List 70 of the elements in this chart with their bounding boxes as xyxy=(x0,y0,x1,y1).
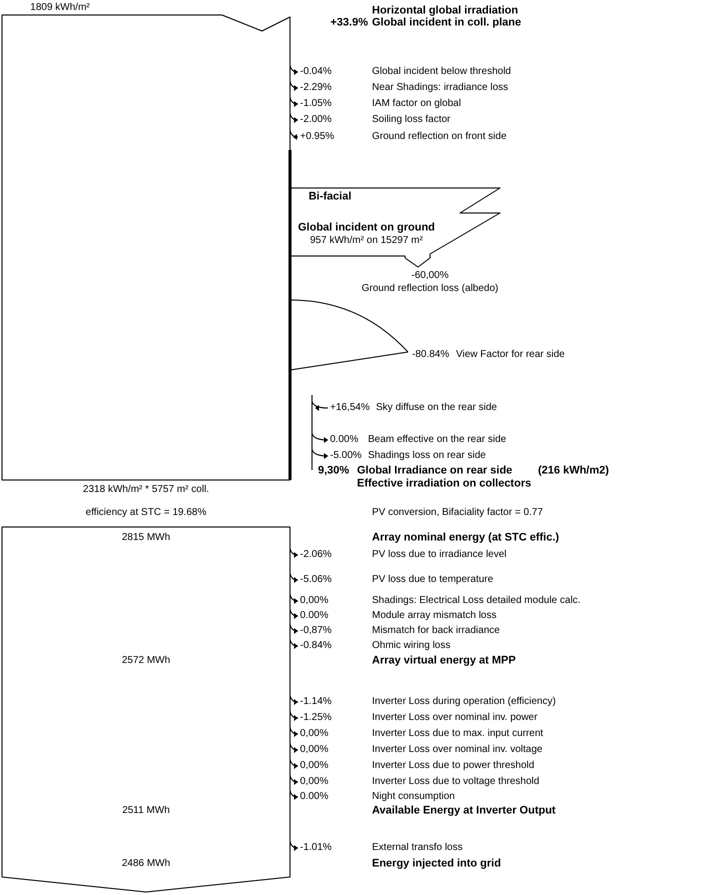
category-label: Available Energy at Inverter Output xyxy=(372,804,556,816)
data-label: 0,00% xyxy=(300,728,328,739)
data-label: -1.25% xyxy=(300,712,332,723)
category-label: Global incident in coll. plane xyxy=(372,16,522,28)
category-label: Global incident on ground xyxy=(298,222,435,234)
data-label: -5.00% xyxy=(330,450,362,461)
text: PV conversion, Bifaciality factor = 0.77 xyxy=(372,507,543,518)
data-label: -60,00% xyxy=(411,270,449,281)
category-label: Inverter Loss due to voltage threshold xyxy=(372,776,540,787)
category-label: Horizontal global irradiation xyxy=(372,4,518,16)
category-label: PV loss due to irradiance level xyxy=(372,549,507,560)
category-label: Inverter Loss over nominal inv. power xyxy=(372,712,538,723)
category-label: Inverter Loss during operation (efficiency) xyxy=(372,696,556,707)
data-label: -2.29% xyxy=(300,82,332,93)
text: (216 kWh/m2) xyxy=(538,464,609,476)
text: 2572 MWh xyxy=(122,655,170,666)
category-label: Global incident below threshold xyxy=(372,66,511,77)
data-label: 0,00% xyxy=(300,744,328,755)
category-label: PV loss due to temperature xyxy=(372,574,494,585)
text: 1809 kWh/m² xyxy=(30,2,90,13)
data-label: 0.00% xyxy=(330,434,358,445)
category-label: Beam effective on the rear side xyxy=(368,434,506,445)
data-label: -80.84% xyxy=(412,349,450,360)
data-label: 0,00% xyxy=(300,760,328,771)
data-label: -2.06% xyxy=(300,549,332,560)
text: 957 kWh/m² on 15297 m² xyxy=(310,235,423,246)
data-label: 0.00% xyxy=(300,610,328,621)
category-label: Ground reflection on front side xyxy=(372,131,507,142)
category-label: Soiling loss factor xyxy=(372,114,450,125)
category-label: Shadings: Electrical Loss detailed module calc. xyxy=(372,595,580,606)
data-label: -1.01% xyxy=(300,842,332,853)
category-label: View Factor for rear side xyxy=(456,349,565,360)
category-label: Mismatch for back irradiance xyxy=(372,625,500,636)
data-label: -0.04% xyxy=(300,66,332,77)
category-label: Inverter Loss over nominal inv. voltage xyxy=(372,744,542,755)
data-label: +33.9% xyxy=(330,16,368,28)
data-label: +16,54% xyxy=(330,402,370,413)
category-label: IAM factor on global xyxy=(372,98,461,109)
category-label: Inverter Loss due to power threshold xyxy=(372,760,534,771)
category-label: Ground reflection loss (albedo) xyxy=(362,283,498,294)
category-label: Effective irradiation on collectors xyxy=(357,478,532,490)
category-label: External transfo loss xyxy=(372,842,463,853)
data-label: -5.06% xyxy=(300,574,332,585)
category-label: Array nominal energy (at STC effic.) xyxy=(372,532,560,544)
category-label: Module array mismatch loss xyxy=(372,610,496,621)
data-label: 9,30% xyxy=(318,464,350,476)
text: 2318 kWh/m² * 5757 m² coll. xyxy=(82,484,210,495)
category-label: Global Irradiance on rear side xyxy=(357,464,512,476)
data-label: 0,00% xyxy=(300,595,328,606)
text: 2815 MWh xyxy=(122,532,170,543)
category-label: Shadings loss on rear side xyxy=(368,450,486,461)
category-label: Inverter Loss due to max. input current xyxy=(372,728,544,739)
data-label: 0,00% xyxy=(300,776,328,787)
category-label: Sky diffuse on the rear side xyxy=(376,402,497,413)
category-label: Ohmic wiring loss xyxy=(372,640,450,651)
text: Bi-facial xyxy=(308,190,352,202)
data-label: -0.84% xyxy=(300,640,332,651)
data-label: -1.05% xyxy=(300,98,332,109)
text: 2486 MWh xyxy=(122,858,170,869)
data-label: +0.95% xyxy=(300,131,334,142)
category-label: Energy injected into grid xyxy=(372,858,501,870)
data-label: -2.00% xyxy=(300,114,332,125)
category-label: Night consumption xyxy=(372,791,455,802)
text: 2511 MWh xyxy=(122,805,170,816)
data-label: -0,87% xyxy=(300,625,332,636)
data-label: -1.14% xyxy=(300,696,332,707)
category-label: Array virtual energy at MPP xyxy=(372,654,516,666)
data-label: 0.00% xyxy=(300,791,328,802)
text: efficiency at STC = 19.68% xyxy=(86,507,206,518)
category-label: Near Shadings: irradiance loss xyxy=(372,82,508,93)
